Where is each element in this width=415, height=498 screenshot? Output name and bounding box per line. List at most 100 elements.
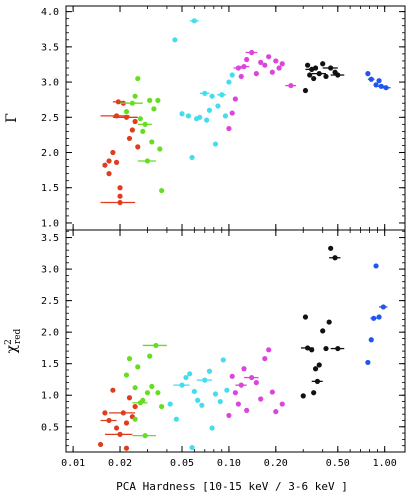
data-point	[144, 390, 151, 396]
data-point	[368, 76, 374, 82]
data-point	[323, 73, 329, 80]
data-point	[195, 397, 201, 403]
data-point	[126, 135, 133, 142]
data-point	[316, 362, 322, 368]
data-point	[323, 345, 329, 352]
data-point	[320, 328, 326, 334]
data-point	[219, 92, 225, 98]
data-point	[110, 149, 116, 156]
data-point	[106, 171, 112, 177]
data-point	[376, 78, 382, 84]
y-tick-label: 2.5	[41, 296, 59, 307]
data-point	[149, 139, 155, 145]
data-point	[110, 387, 116, 393]
data-point	[212, 141, 219, 147]
data-point	[123, 114, 130, 120]
data-point	[311, 75, 317, 82]
data-point	[266, 54, 272, 60]
x-tick-label: 1.00	[373, 458, 397, 469]
data-point	[309, 347, 315, 353]
data-point	[132, 416, 138, 422]
data-point	[241, 366, 247, 372]
data-point	[172, 37, 178, 43]
data-point	[135, 364, 141, 370]
x-tick-label: 0.02	[108, 458, 132, 469]
data-point	[368, 337, 374, 343]
y-tick-label: 4.0	[41, 7, 59, 18]
data-point	[123, 445, 130, 451]
data-point	[224, 387, 230, 393]
data-point	[155, 97, 161, 103]
data-point	[244, 407, 250, 413]
data-point	[206, 107, 213, 113]
data-point	[204, 117, 210, 123]
data-point	[302, 314, 309, 320]
x-tick-label: 0.05	[170, 458, 194, 469]
data-point	[132, 93, 138, 99]
data-point	[117, 431, 123, 437]
data-point	[238, 382, 244, 388]
panel-top: 1.0 1.5 2.0 2.5 3.0 3.5 4.0 Γ	[4, 5, 406, 231]
data-point	[179, 111, 185, 117]
data-point	[140, 128, 146, 134]
data-point	[312, 366, 319, 372]
data-point	[106, 417, 112, 424]
data-point	[262, 62, 268, 68]
data-point	[279, 61, 285, 67]
y-axis-label: χ2red	[4, 328, 23, 353]
data-point	[365, 359, 371, 366]
data-point	[197, 114, 203, 120]
data-point	[273, 58, 279, 64]
data-point	[126, 395, 133, 401]
data-point	[97, 441, 104, 448]
data-point	[226, 412, 232, 419]
data-point	[229, 110, 235, 116]
data-point	[173, 416, 179, 422]
data-point	[320, 61, 326, 67]
data-point	[279, 401, 285, 407]
data-point	[155, 390, 161, 396]
data-point	[129, 100, 135, 106]
data-point	[206, 368, 213, 374]
y-tick-label: 2.5	[41, 113, 59, 124]
data-point	[314, 378, 321, 384]
data-point	[142, 433, 148, 439]
data-point	[262, 356, 268, 362]
data-point	[159, 403, 165, 410]
data-point	[312, 65, 319, 71]
data-point	[183, 374, 189, 381]
data-point	[167, 401, 173, 407]
data-point	[179, 382, 185, 388]
data-point	[159, 187, 165, 194]
y-tick-label: 3.5	[41, 233, 59, 244]
data-point	[153, 342, 159, 349]
data-point	[269, 389, 275, 395]
y-tick-label: 3.0	[41, 265, 59, 276]
data-point	[305, 62, 311, 68]
data-point	[147, 97, 153, 103]
y-tick-label: 3.0	[41, 78, 59, 89]
data-point	[102, 410, 108, 416]
data-point	[229, 373, 235, 379]
data-point	[123, 109, 130, 115]
data-point	[269, 69, 275, 75]
data-point	[244, 56, 250, 63]
x-tick-label: 0.50	[326, 458, 350, 469]
data-point	[305, 345, 311, 351]
data-point	[187, 371, 193, 377]
data-point	[199, 402, 205, 408]
data-point	[132, 403, 138, 410]
data-point	[332, 255, 338, 261]
data-point	[249, 49, 255, 56]
data-point	[144, 158, 151, 164]
data-point	[222, 113, 229, 119]
data-point	[132, 118, 138, 125]
data-point	[365, 71, 371, 77]
data-point	[151, 106, 157, 112]
data-point	[273, 409, 279, 415]
data-point	[229, 72, 235, 78]
data-point	[149, 383, 155, 390]
data-point	[276, 65, 282, 71]
data-point	[258, 59, 264, 65]
